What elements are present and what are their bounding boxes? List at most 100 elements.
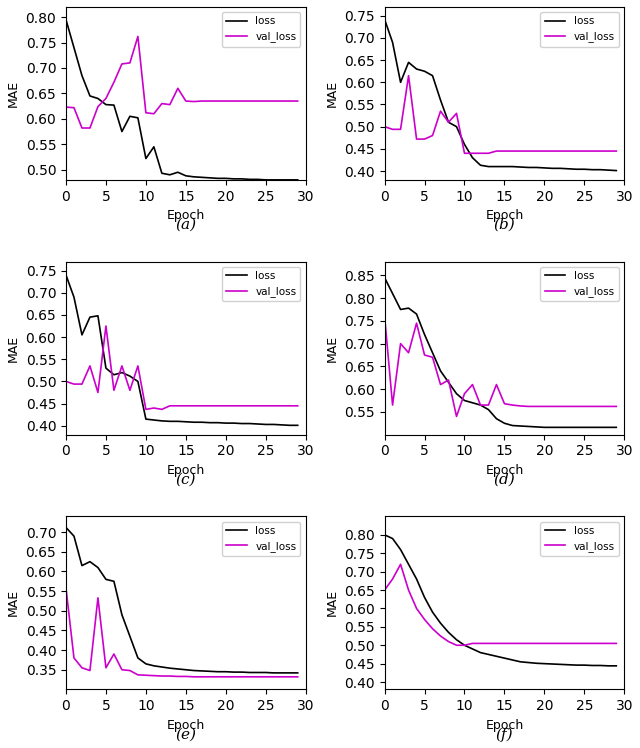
val_loss — [214, 96, 221, 105]
val_loss — [420, 135, 428, 144]
loss — [230, 419, 237, 428]
loss — [548, 660, 556, 669]
val_loss — [134, 32, 141, 41]
loss — [429, 349, 436, 358]
val_loss — [262, 96, 269, 105]
loss — [580, 423, 588, 432]
val_loss — [150, 403, 157, 412]
val_loss — [532, 639, 540, 648]
loss — [286, 669, 294, 678]
val_loss — [86, 666, 94, 675]
loss — [404, 560, 412, 568]
val_loss — [190, 402, 198, 411]
val_loss — [118, 59, 125, 68]
val_loss — [452, 109, 460, 118]
loss — [262, 668, 269, 677]
loss — [564, 423, 572, 432]
val_loss — [174, 84, 182, 93]
val_loss — [174, 672, 182, 681]
val_loss — [420, 351, 428, 360]
loss — [429, 71, 436, 80]
loss — [397, 78, 404, 87]
val_loss — [509, 639, 516, 648]
val_loss — [404, 586, 412, 595]
val_loss — [150, 671, 157, 680]
loss — [222, 174, 230, 183]
val_loss — [420, 615, 428, 624]
loss — [198, 666, 205, 675]
val_loss — [278, 96, 285, 105]
val_loss — [238, 96, 246, 105]
loss — [413, 310, 420, 319]
val_loss — [445, 375, 452, 384]
val_loss — [118, 361, 125, 370]
val_loss — [206, 402, 214, 411]
val_loss — [612, 639, 620, 648]
loss — [477, 648, 484, 657]
val_loss — [134, 361, 141, 370]
val_loss — [214, 672, 221, 681]
loss — [436, 367, 444, 375]
val_loss — [270, 402, 278, 411]
loss — [142, 414, 150, 423]
loss — [126, 111, 134, 120]
loss — [102, 364, 110, 373]
loss — [190, 417, 198, 426]
val_loss — [190, 97, 198, 106]
loss — [86, 313, 94, 322]
val_loss — [238, 672, 246, 681]
loss — [461, 396, 468, 405]
loss — [158, 663, 166, 672]
val_loss — [182, 672, 189, 681]
loss — [541, 659, 548, 668]
val_loss — [445, 117, 452, 126]
loss — [214, 667, 221, 676]
val_loss — [397, 125, 404, 134]
loss — [500, 654, 508, 663]
loss — [525, 163, 532, 172]
loss — [206, 174, 214, 183]
Legend: loss, val_loss: loss, val_loss — [540, 12, 619, 46]
Text: (b): (b) — [493, 218, 515, 232]
Line: loss: loss — [385, 278, 616, 427]
loss — [413, 64, 420, 73]
loss — [166, 417, 173, 426]
loss — [493, 414, 500, 423]
val_loss — [126, 666, 134, 675]
val_loss — [461, 641, 468, 650]
val_loss — [270, 672, 278, 681]
loss — [158, 417, 166, 426]
loss — [509, 162, 516, 171]
Line: loss: loss — [66, 19, 298, 180]
val_loss — [78, 379, 86, 388]
Line: loss: loss — [66, 275, 298, 426]
val_loss — [541, 402, 548, 411]
val_loss — [548, 639, 556, 648]
loss — [214, 174, 221, 183]
loss — [110, 370, 118, 379]
loss — [78, 71, 86, 80]
val_loss — [246, 96, 253, 105]
val_loss — [230, 672, 237, 681]
loss — [270, 175, 278, 184]
val_loss — [388, 574, 396, 583]
val_loss — [182, 402, 189, 411]
loss — [461, 641, 468, 650]
loss — [70, 532, 78, 541]
loss — [612, 661, 620, 670]
loss — [557, 164, 564, 173]
Line: val_loss: val_loss — [66, 37, 298, 128]
val_loss — [254, 672, 262, 681]
loss — [102, 575, 110, 584]
loss — [564, 660, 572, 669]
loss — [532, 659, 540, 668]
loss — [509, 421, 516, 430]
loss — [214, 418, 221, 427]
loss — [198, 417, 205, 426]
val_loss — [254, 402, 262, 411]
val_loss — [477, 401, 484, 410]
loss — [436, 619, 444, 628]
val_loss — [190, 672, 198, 681]
loss — [452, 389, 460, 398]
val_loss — [230, 402, 237, 411]
